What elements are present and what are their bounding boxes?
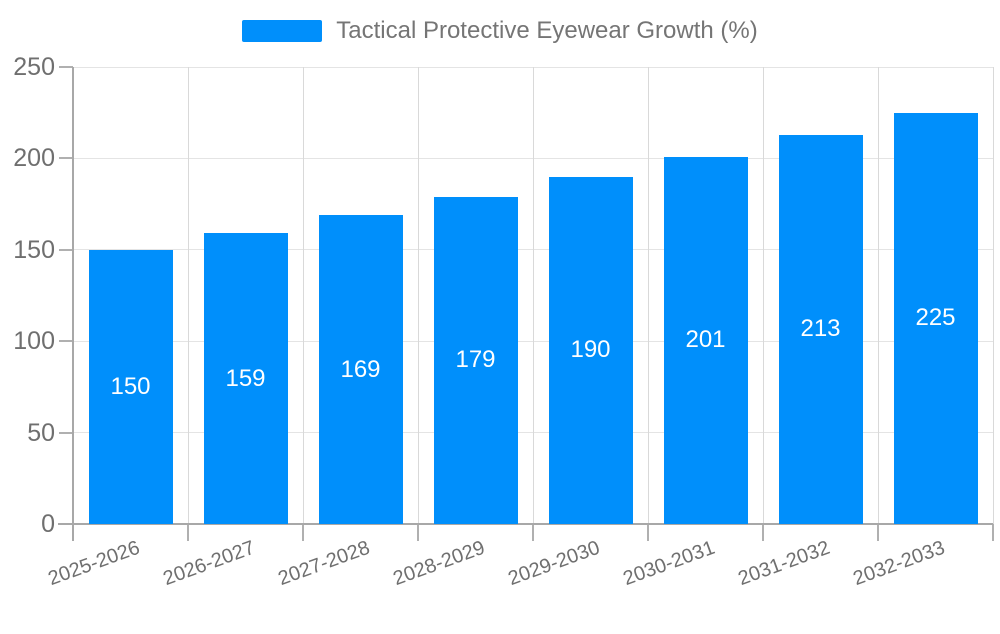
bar bbox=[893, 112, 978, 524]
bar-value-label: 213 bbox=[800, 315, 841, 343]
chart-legend-item[interactable]: Tactical Protective Eyewear Growth (%) bbox=[0, 17, 1000, 45]
y-axis-tick-label: 250 bbox=[13, 53, 55, 81]
x-axis-category-label: 2032-2033 bbox=[849, 536, 948, 591]
bar-value-label: 201 bbox=[685, 326, 726, 354]
x-axis-tick bbox=[762, 524, 764, 541]
x-gridline bbox=[647, 67, 649, 524]
y-axis-tick bbox=[59, 66, 73, 68]
bar-value-label: 159 bbox=[225, 364, 266, 392]
x-axis-line bbox=[58, 523, 993, 525]
y-axis-tick bbox=[59, 248, 73, 251]
y-axis-tick-label: 200 bbox=[13, 144, 55, 173]
legend-label: Tactical Protective Eyewear Growth (%) bbox=[336, 17, 758, 44]
y-axis-tick bbox=[59, 157, 73, 160]
bar bbox=[203, 233, 288, 524]
x-axis-tick bbox=[302, 524, 304, 541]
x-gridline bbox=[302, 67, 304, 524]
x-gridline bbox=[877, 67, 879, 524]
x-axis-tick bbox=[417, 524, 419, 541]
x-gridline bbox=[762, 67, 764, 524]
x-gridline bbox=[532, 67, 534, 524]
x-axis-tick bbox=[877, 524, 879, 541]
y-axis-tick-label: 100 bbox=[13, 327, 55, 356]
y-axis-tick-label: 50 bbox=[27, 418, 55, 447]
x-gridline bbox=[992, 67, 994, 524]
x-gridline bbox=[417, 67, 419, 524]
y-axis-line bbox=[72, 67, 74, 541]
bar bbox=[778, 134, 863, 524]
bar-value-label: 179 bbox=[455, 346, 496, 374]
x-axis-tick bbox=[187, 524, 189, 541]
bar bbox=[88, 249, 173, 524]
bar-chart: Tactical Protective Eyewear Growth (%) 0… bbox=[0, 17, 1000, 591]
y-axis-tick-label: 0 bbox=[41, 510, 55, 538]
bar bbox=[548, 176, 633, 524]
y-axis-tick-label: 150 bbox=[13, 235, 55, 264]
x-axis-tick bbox=[532, 524, 534, 541]
y-axis-tick bbox=[59, 340, 73, 343]
bar-value-label: 190 bbox=[570, 336, 611, 364]
bar-value-label: 169 bbox=[340, 355, 381, 383]
x-axis-tick bbox=[647, 524, 649, 541]
legend-swatch-icon bbox=[242, 20, 323, 42]
bar-value-label: 150 bbox=[110, 372, 151, 400]
bar bbox=[663, 156, 748, 524]
x-gridline bbox=[187, 67, 189, 524]
x-axis-tick bbox=[992, 524, 994, 541]
bar-value-label: 225 bbox=[915, 304, 956, 332]
bar bbox=[433, 196, 518, 524]
y-axis-tick bbox=[59, 431, 73, 434]
bar bbox=[318, 215, 403, 524]
